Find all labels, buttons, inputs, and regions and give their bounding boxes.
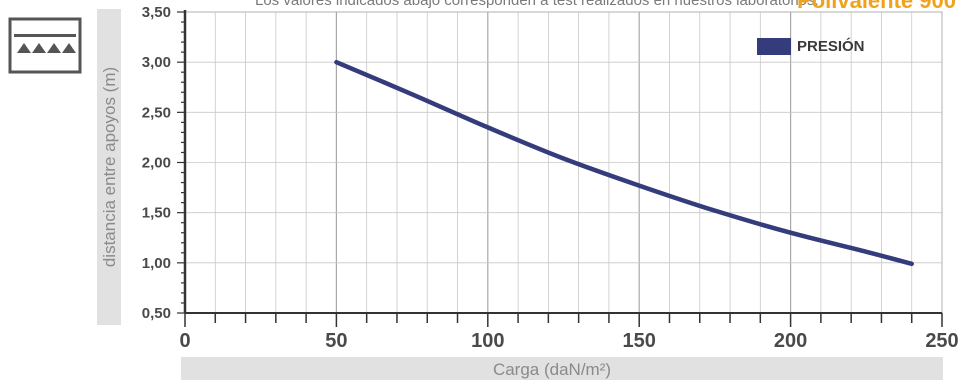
x-tick-label: 200 xyxy=(774,330,807,352)
axes xyxy=(177,10,943,327)
x-tick-label: 0 xyxy=(179,330,190,352)
top-note: Los valores indicados abajo corresponden… xyxy=(255,0,819,9)
x-axis-label: Carga (daN/m²) xyxy=(493,360,611,379)
x-tick-label: 100 xyxy=(471,330,504,352)
y-tick-label: 1,50 xyxy=(142,205,171,222)
y-tick-label: 0,50 xyxy=(142,305,171,322)
y-tick-label: 3,00 xyxy=(142,54,171,71)
legend-label: PRESIÓN xyxy=(797,37,865,55)
x-tick-label: 150 xyxy=(623,330,656,352)
x-tick-label: 50 xyxy=(325,330,347,352)
y-tick-label: 3,50 xyxy=(142,4,171,21)
y-tick-labels: 0,50 1,00 1,50 2,00 2,50 3,00 3,50 xyxy=(142,4,171,322)
y-axis-label-box xyxy=(97,9,121,325)
x-tick-label: 250 xyxy=(925,330,958,352)
y-tick-label: 1,00 xyxy=(142,255,171,272)
brand-name: Polivalente 900 xyxy=(797,0,956,13)
legend: PRESIÓN xyxy=(757,37,865,55)
series-line-presion xyxy=(334,59,914,267)
y-tick-label: 2,00 xyxy=(142,155,171,172)
load-distribution-icon xyxy=(8,17,82,74)
x-axis-label-box xyxy=(181,357,943,380)
legend-swatch xyxy=(757,38,791,55)
series-layer xyxy=(334,59,914,267)
x-tick-labels: 0 50 100 150 200 250 xyxy=(179,330,958,352)
y-axis-label: distancia entre apoyos (m) xyxy=(100,67,119,267)
y-tick-label: 2,50 xyxy=(142,104,171,121)
